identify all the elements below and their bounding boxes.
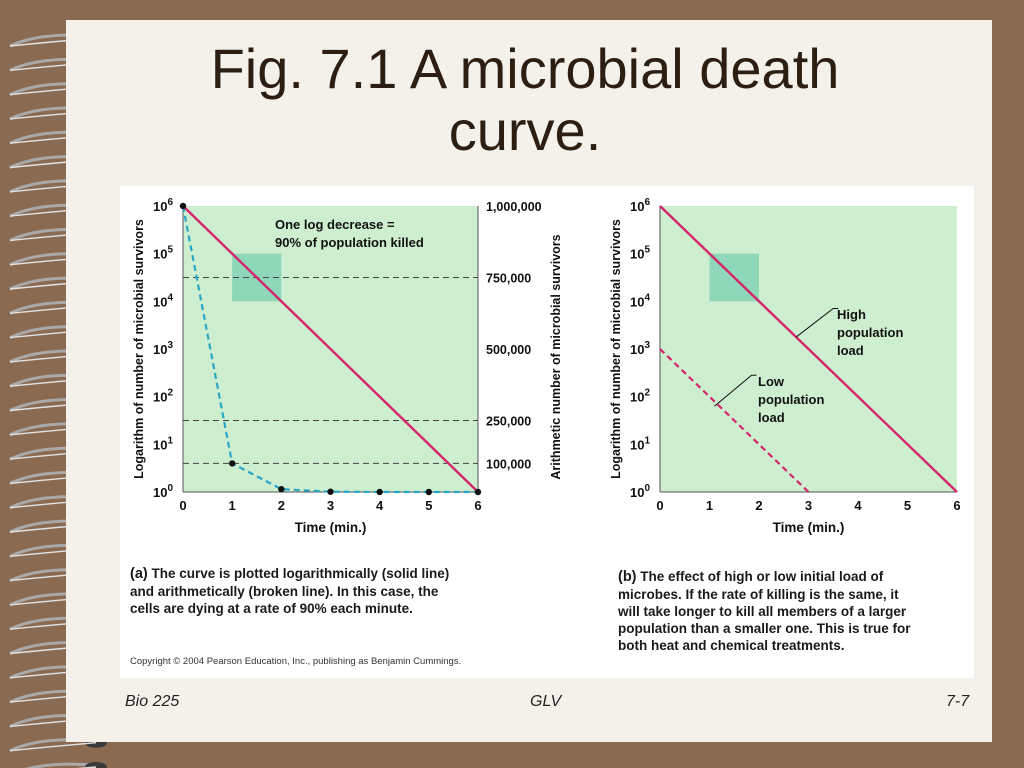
panel-b-y-tick-label: 101 xyxy=(630,435,650,452)
footer-slide-number: 7-7 xyxy=(946,693,970,710)
panel-a-y-tick-label: 104 xyxy=(153,292,173,309)
caption-b-line-4: population than a smaller one. This is t… xyxy=(618,621,911,636)
panel-b-x-tick-label: 2 xyxy=(755,498,762,513)
caption-b-line-2: microbes. If the rate of killing is the … xyxy=(618,587,899,602)
slide-title: Fig. 7.1 A microbial death curve. xyxy=(135,38,915,162)
panel-b-high-load-label: High xyxy=(837,307,866,322)
panel-b-y-tick-label: 100 xyxy=(630,483,650,500)
panel-b-y-axis-label: Logarithm of number of microbial survivo… xyxy=(609,219,623,479)
panel-b-y-tick-label: 103 xyxy=(630,340,650,357)
panel-a-x-tick-label: 6 xyxy=(474,498,481,513)
spiral-highlight xyxy=(9,742,97,752)
footer-course: Bio 225 xyxy=(125,693,180,710)
caption-a: (a) The curve is plotted logarithmically… xyxy=(130,565,449,617)
caption-a-line-1: The curve is plotted logarithmically (so… xyxy=(151,566,450,581)
panel-b-x-tick-label: 5 xyxy=(904,498,911,513)
panel-a-y-tick-label: 103 xyxy=(153,340,173,357)
figure-panel: 0 1 2 3 4 5 6 Time (min.) 100 101 102 103 104 105 106 L… xyxy=(120,186,974,678)
panel-a-arith-point xyxy=(327,488,334,495)
panel-b-high-load-label: population xyxy=(837,325,903,340)
footer-author: GLV xyxy=(530,693,562,710)
panel-b-x-tick-label: 4 xyxy=(854,498,862,513)
panel-b-y-tick-label: 102 xyxy=(630,388,650,405)
panel-a-y-tick-label: 101 xyxy=(153,435,173,452)
panel-b-x-tick-label: 0 xyxy=(656,498,663,513)
caption-a-line-3: cells are dying at a rate of 90% each mi… xyxy=(130,601,413,616)
panel-b-high-load-line xyxy=(659,205,958,493)
panel-b-high-load-label: load xyxy=(837,343,864,358)
panel-a-x-tick-label: 1 xyxy=(229,498,236,513)
panel-a-y-axis-label: Logarithm of number of microbial survivo… xyxy=(132,219,146,479)
panel-b-low-load-label: population xyxy=(758,392,824,407)
panel-b-low-load-label: load xyxy=(758,410,785,425)
caption-b-line-3: will take longer to kill all members of … xyxy=(618,604,907,619)
panel-a-x-tick-label: 4 xyxy=(376,498,384,513)
caption-a-line-2: and arithmetically (broken line). In thi… xyxy=(130,584,439,599)
slide-title-line-2: curve. xyxy=(448,99,602,162)
panel-a-y-tick-label: 100 xyxy=(153,483,173,500)
panel-a-y-tick-label: 106 xyxy=(153,197,173,214)
panel-b-x-tick-label: 3 xyxy=(805,498,812,513)
slide-title-line-1: Fig. 7.1 A microbial death xyxy=(210,37,840,100)
panel-a-arith-point xyxy=(474,488,482,496)
panel-a-x-tick-label: 3 xyxy=(327,498,334,513)
caption-a-letter: (a) xyxy=(130,566,148,582)
copyright-notice: Copyright © 2004 Pearson Education, Inc.… xyxy=(130,656,462,667)
panel-a-arith-point xyxy=(376,488,383,496)
panel-b-y-tick-label: 106 xyxy=(630,197,650,214)
panel-a-log-series-line xyxy=(182,205,479,493)
panel-a-arith-point xyxy=(179,202,187,210)
panel-a-right-tick-label: 250,000 xyxy=(486,415,531,429)
caption-b-line-5: both heat and chemical treatments. xyxy=(618,638,845,653)
panel-a-x-tick-label: 5 xyxy=(425,498,432,513)
panel-a-right-tick-label: 100,000 xyxy=(486,457,531,471)
panel-b-y-tick-label: 105 xyxy=(630,245,650,262)
spiral-ring xyxy=(24,762,107,768)
panel-b-low-load-leader xyxy=(714,374,757,407)
panel-b-x-tick-label: 6 xyxy=(953,498,960,513)
panel-b-x-axis-label: Time (min.) xyxy=(773,520,845,535)
panel-a-arith-point xyxy=(228,460,236,467)
panel-a-x-tick-label: 0 xyxy=(179,498,186,513)
panel-b-low-load-line xyxy=(659,348,810,493)
panel-a-y-tick-label: 102 xyxy=(153,388,173,405)
panel-a-right-axis-label: Arithmetic number of microbial survivors xyxy=(549,234,563,479)
spiral-hole xyxy=(85,762,107,768)
panel-b-low-load-label: Low xyxy=(758,374,785,389)
panel-a-arith-point xyxy=(278,485,285,493)
panel-a-right-tick-label: 1,000,000 xyxy=(486,200,542,214)
panel-a-arith-point xyxy=(425,488,433,496)
panel-b-high-load-leader xyxy=(795,307,839,338)
panel-a-x-axis-label: Time (min.) xyxy=(295,520,367,535)
panel-a-x-tick-label: 2 xyxy=(278,498,285,513)
panel-a-y-tick-label: 105 xyxy=(153,245,173,262)
caption-b: (b) The effect of high or low initial lo… xyxy=(618,568,911,654)
panel-b-y-tick-label: 104 xyxy=(630,292,650,309)
caption-b-line-1: The effect of high or low initial load o… xyxy=(640,569,884,584)
panel-a-right-tick-label: 500,000 xyxy=(486,343,531,357)
panel-a-annotation-line-2: 90% of population killed xyxy=(275,235,424,250)
panel-a-annotation-line-1: One log decrease = xyxy=(275,217,395,232)
panel-b-x-tick-label: 1 xyxy=(706,498,713,513)
panel-a-right-tick-label: 750,000 xyxy=(486,272,531,286)
caption-b-letter: (b) xyxy=(618,569,637,585)
spiral-wire xyxy=(24,762,93,768)
